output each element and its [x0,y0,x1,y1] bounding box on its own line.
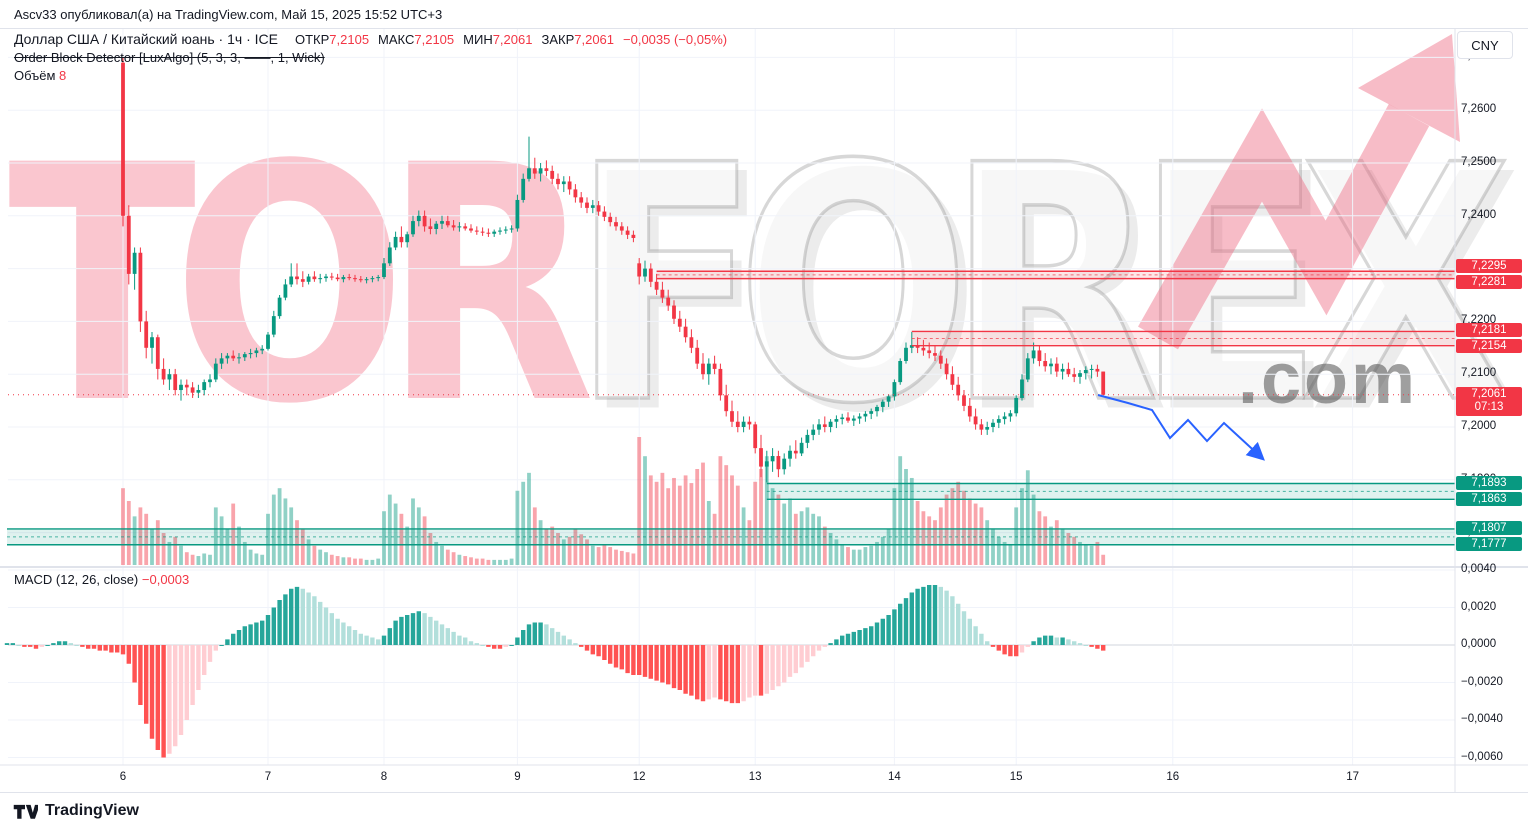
ohlc-low-label: МИН [463,32,493,47]
macd-axis-label: 0,0020 [1461,600,1497,613]
resistance-price-tag: 7,2281 [1456,275,1522,290]
time-axis-label: 12 [632,771,646,783]
ohlc-open-value: 7,2105 [329,32,370,47]
volume-label[interactable]: Объём [14,68,56,83]
price-axis-label: 7,2100 [1461,367,1497,380]
macd-axis-label: 0,0040 [1461,563,1497,575]
footer-bar: TradingView [0,792,1528,828]
current-price-value: 7,2061 [1471,387,1507,400]
ohlc-open-label: ОТКР [294,32,330,47]
ohlc-high-value: 7,2105 [414,32,455,47]
support-price-tag: 7,1807 [1456,521,1522,536]
resistance-price-tag: 7,2154 [1456,339,1522,354]
currency-button[interactable]: CNY [1457,31,1513,59]
macd-title[interactable]: MACD (12, 26, close) [14,572,139,587]
time-axis-label: 13 [748,771,762,783]
price-axis-label: 7,2400 [1461,208,1497,221]
support-price-tag: 7,1893 [1456,475,1522,490]
resistance-price-tag: 7,2295 [1456,259,1522,274]
price-axis-label: 7,2600 [1461,103,1497,116]
time-axis-label: 16 [1166,771,1180,783]
support-price-tag: 7,1863 [1456,491,1522,506]
time-axis-label: 8 [380,771,388,783]
time-axis-label: 7 [264,771,272,783]
symbol-row: Доллар США / Китайский юань · 1ч · ICE ОТ… [14,31,727,48]
macd-axis-label: −0,0020 [1461,675,1503,688]
symbol-title[interactable]: Доллар США / Китайский юань · 1ч · ICE [14,31,278,47]
publish-bar: Ascv33 опубликовал(а) на TradingView.com… [0,0,1528,29]
ohlc-close-label: ЗАКР [541,32,575,47]
tradingview-wordmark[interactable]: TradingView [45,801,139,819]
volume-value: 8 [59,68,67,83]
tradingview-logo-icon[interactable] [12,801,38,821]
support-price-tag: 7,1777 [1456,537,1522,552]
indicator-title[interactable]: Order Block Detector [LuxAlgo] (5, 3, 3,… [14,50,325,65]
current-price-tag: 7,2061 07:13 [1456,386,1522,416]
time-axis-label: 17 [1346,771,1359,783]
macd-value: −0,0003 [141,572,190,587]
time-axis-label: 6 [119,771,127,783]
publish-text: Ascv33 опубликовал(а) на TradingView.com… [14,6,443,22]
macd-axis-label: −0,0060 [1461,750,1503,763]
time-axis-label: 15 [1009,771,1023,783]
price-axis-label: 7,2500 [1461,156,1497,168]
macd-legend: MACD (12, 26, close) −0,0003 [14,572,189,587]
macd-axis-label: −0,0040 [1461,713,1503,725]
time-axis-label: 14 [887,771,901,783]
ohlc-close-value: 7,2061 [574,32,615,47]
macd-axis-label: 0,0000 [1461,638,1497,650]
ohlc-low-value: 7,2061 [492,32,533,47]
chart-legend: Доллар США / Китайский юань · 1ч · ICE ОТ… [14,31,727,84]
volume-row: Объём 8 [14,67,727,84]
price-axis-label: 7,2000 [1461,420,1497,432]
bar-countdown: 07:13 [1474,400,1504,413]
ohlc-high-label: МАКС [378,32,415,47]
projection-arrow [1097,394,1265,461]
time-axis-label: 9 [514,771,521,783]
change-value: −0,0035 (−0,05%) [623,32,728,47]
resistance-price-tag: 7,2181 [1456,323,1522,338]
